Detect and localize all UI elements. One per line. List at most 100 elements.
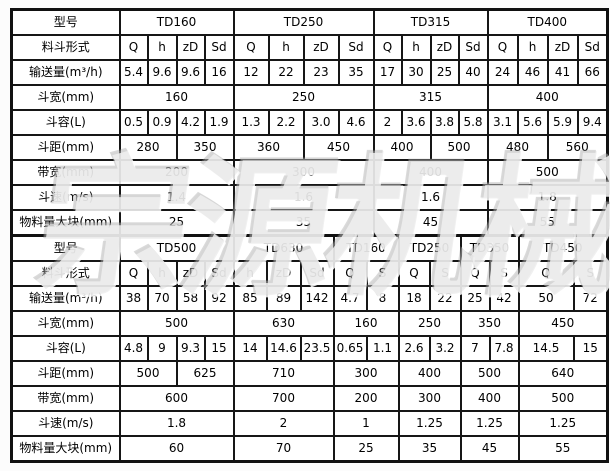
spec-cell: 640 (517, 360, 609, 387)
spec-cell: Q (486, 34, 519, 61)
spec-cell: 3.8 (429, 109, 460, 136)
spec-cell: Sd (576, 34, 609, 61)
spec-cell: 89 (265, 285, 302, 312)
spec-cell: 1.6 (372, 184, 489, 211)
row-label: 斗宽(mm) (10, 84, 121, 111)
spec-cell: TD250 (232, 8, 375, 36)
spec-cell: 5.4 (118, 59, 149, 86)
spec-cell: TD160 (332, 234, 400, 262)
spec-cell: TD350 (459, 234, 520, 262)
spec-cell: 5.6 (516, 109, 549, 136)
spec-cell: 70 (232, 435, 335, 463)
spec-cell: 25 (118, 209, 235, 237)
table-row: 斗距(mm) 500 625 710 300 400 500 640 (10, 360, 609, 387)
spec-cell: Q (459, 260, 491, 287)
spec-cell: 1.8 (486, 184, 609, 211)
spec-cell: TD630 (232, 234, 335, 262)
table-row: 斗容(L) 0.5 0.9 4.2 1.9 1.3 2.2 3.0 4.6 2 3.6 3.8 5.8 3… (10, 109, 609, 136)
spec-cell: TD400 (486, 8, 609, 36)
table-row: 斗容(L) 4.8 9 9.3 15 14 14.6 23.5 0.65 1.1 2.6 3.2 7 7.… (10, 335, 609, 362)
spec-cell: 1.6 (232, 184, 375, 211)
spec-cell: 4.8 (118, 335, 149, 362)
table-row: 型号 TD500 TD630 TD160 TD250 TD350 TD450 (10, 234, 609, 262)
spec-cell: 500 (118, 360, 178, 387)
spec-cell: 4.7 (332, 285, 368, 312)
spec-cell: 5.9 (546, 109, 579, 136)
spec-cell: 2.6 (397, 335, 431, 362)
spec-cell: 560 (546, 134, 609, 161)
row-label: 型号 (10, 8, 121, 36)
spec-cell: 500 (429, 134, 489, 161)
spec-cell: 142 (299, 285, 335, 312)
spec-cell: 25 (459, 285, 491, 312)
row-label: 斗距(mm) (10, 134, 121, 161)
row-label: 输送量(m³/h) (10, 59, 121, 86)
spec-cell: 2.2 (267, 109, 305, 136)
spec-cell: Sd (299, 260, 335, 287)
row-label: 带宽(mm) (10, 385, 121, 412)
spec-cell: 1.25 (397, 410, 462, 437)
table-row: 带宽(mm) 200 300 400 500 (10, 159, 609, 186)
spec-cell: 92 (203, 285, 235, 312)
spec-cell: 450 (517, 310, 609, 337)
spec-cell: 12 (232, 59, 270, 86)
spec-cell: 23 (302, 59, 340, 86)
spec-cell: 45 (459, 435, 520, 463)
spec-cell: 15 (203, 335, 235, 362)
spec-cell: 8 (365, 285, 400, 312)
spec-cell: 600 (118, 385, 235, 412)
spec-cell: 1.9 (203, 109, 235, 136)
row-label: 物料量大块(mm) (10, 209, 121, 237)
spec-cell: 500 (459, 360, 520, 387)
spec-cell: 630 (232, 310, 335, 337)
spec-cell: 480 (486, 134, 549, 161)
row-label: 斗速(m/s) (10, 410, 121, 437)
spec-cell: 35 (397, 435, 462, 463)
spec-cell: S (488, 260, 520, 287)
spec-cell: Q (372, 34, 403, 61)
spec-cell: 500 (118, 310, 235, 337)
spec-cell: h (400, 34, 432, 61)
spec-cell: Sd (337, 34, 375, 61)
spec-cell: 1.25 (459, 410, 520, 437)
table-row: 斗距(mm) 280 350 360 450 400 500 480 560 (10, 134, 609, 161)
spec-cell: 4.6 (337, 109, 375, 136)
spec-cell: 50 (517, 285, 575, 312)
spec-cell: h (146, 34, 178, 61)
spec-cell: 400 (372, 159, 489, 186)
spec-cell: 58 (175, 285, 206, 312)
spec-cell: 16 (203, 59, 235, 86)
spec-cell: zD (175, 34, 206, 61)
spec-cell: 360 (232, 134, 305, 161)
spec-cell: 250 (397, 310, 462, 337)
spec-cell: 5.8 (457, 109, 489, 136)
spec-cell: 3.0 (302, 109, 340, 136)
spec-cell: 0.5 (118, 109, 149, 136)
spec-cell: 9.3 (175, 335, 206, 362)
spec-cell: 200 (332, 385, 400, 412)
spec-cell: 300 (232, 159, 375, 186)
spec-cell: 400 (397, 360, 462, 387)
row-label: 斗宽(mm) (10, 310, 121, 337)
spec-cell: 85 (232, 285, 268, 312)
spec-cell: 38 (118, 285, 149, 312)
spec-cell: 23.5 (299, 335, 335, 362)
table-row: 型号 TD160 TD250 TD315 TD400 (10, 8, 609, 36)
spec-cell: 25 (429, 59, 460, 86)
spec-cell: 40 (457, 59, 489, 86)
spec-cell: 30 (400, 59, 432, 86)
table-row: 物料量大块(mm) 25 35 45 55 (10, 209, 609, 237)
row-label: 带宽(mm) (10, 159, 121, 186)
spec-cell: 450 (302, 134, 375, 161)
spec-cell: TD250 (397, 234, 462, 262)
spec-cell: 66 (576, 59, 609, 86)
spec-cell: zD (265, 260, 302, 287)
row-label: 斗距(mm) (10, 360, 121, 387)
table-row: 带宽(mm) 600 700 200 300 400 500 (10, 385, 609, 412)
spec-cell: TD450 (517, 234, 609, 262)
spec-cell: 14.5 (517, 335, 575, 362)
